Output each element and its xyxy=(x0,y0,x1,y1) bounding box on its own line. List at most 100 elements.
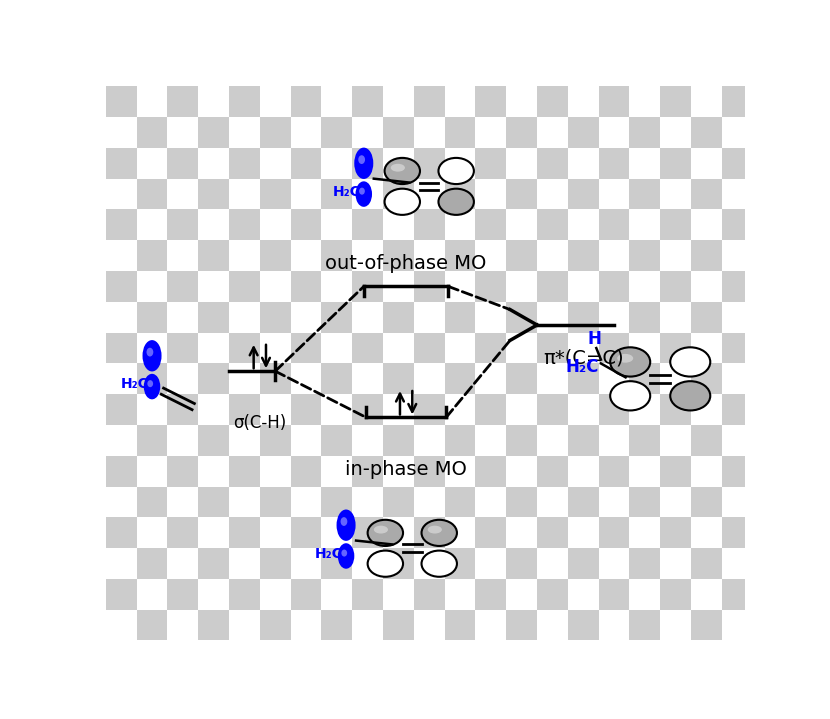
Bar xyxy=(260,302,290,333)
Bar xyxy=(137,610,168,641)
Bar xyxy=(321,518,352,549)
Bar xyxy=(414,333,445,364)
Bar xyxy=(691,549,722,579)
Bar xyxy=(106,518,137,549)
Bar xyxy=(445,549,476,579)
Bar xyxy=(383,117,414,148)
Bar xyxy=(137,271,168,302)
Text: out-of-phase MO: out-of-phase MO xyxy=(325,254,487,273)
Bar xyxy=(445,579,476,610)
Ellipse shape xyxy=(148,380,153,387)
Bar xyxy=(660,209,691,240)
Bar xyxy=(506,487,537,518)
Bar xyxy=(445,302,476,333)
Bar xyxy=(383,209,414,240)
Bar xyxy=(537,148,568,179)
Ellipse shape xyxy=(438,188,474,215)
Bar xyxy=(168,425,198,456)
Bar xyxy=(691,209,722,240)
Bar xyxy=(414,240,445,271)
Bar xyxy=(137,394,168,425)
Bar xyxy=(137,549,168,579)
Bar xyxy=(229,610,260,641)
Bar xyxy=(629,86,660,117)
Bar xyxy=(168,179,198,209)
Ellipse shape xyxy=(427,526,442,533)
Bar xyxy=(383,549,414,579)
Bar xyxy=(352,333,383,364)
Ellipse shape xyxy=(339,544,354,568)
Bar xyxy=(106,394,137,425)
Bar xyxy=(106,271,137,302)
Bar xyxy=(229,117,260,148)
Bar xyxy=(691,148,722,179)
Bar xyxy=(476,240,506,271)
Bar xyxy=(445,209,476,240)
Bar xyxy=(445,86,476,117)
Bar xyxy=(476,549,506,579)
Bar xyxy=(290,579,321,610)
Bar xyxy=(229,579,260,610)
Bar xyxy=(629,271,660,302)
Bar xyxy=(352,579,383,610)
Bar xyxy=(568,549,598,579)
Bar xyxy=(168,271,198,302)
Bar xyxy=(722,487,753,518)
Bar xyxy=(137,518,168,549)
Ellipse shape xyxy=(359,188,365,195)
Bar xyxy=(506,148,537,179)
Bar xyxy=(722,209,753,240)
Bar xyxy=(137,425,168,456)
Bar xyxy=(445,117,476,148)
Bar xyxy=(506,518,537,549)
Bar xyxy=(260,179,290,209)
Bar xyxy=(352,487,383,518)
Bar xyxy=(137,302,168,333)
Bar xyxy=(198,302,229,333)
Text: H₂C: H₂C xyxy=(565,358,598,376)
Bar xyxy=(290,86,321,117)
Bar xyxy=(229,179,260,209)
Bar xyxy=(506,549,537,579)
Ellipse shape xyxy=(374,526,388,533)
Bar xyxy=(598,579,629,610)
Bar xyxy=(660,394,691,425)
Bar xyxy=(445,364,476,394)
Ellipse shape xyxy=(618,354,633,362)
Ellipse shape xyxy=(391,164,405,172)
Bar xyxy=(229,518,260,549)
Bar xyxy=(198,148,229,179)
Ellipse shape xyxy=(384,158,420,184)
Bar xyxy=(660,302,691,333)
Bar xyxy=(106,364,137,394)
Bar xyxy=(198,209,229,240)
Bar xyxy=(229,456,260,487)
Bar xyxy=(476,86,506,117)
Bar xyxy=(691,364,722,394)
Bar xyxy=(260,86,290,117)
Bar xyxy=(290,148,321,179)
Bar xyxy=(598,456,629,487)
Bar xyxy=(229,333,260,364)
Bar xyxy=(537,518,568,549)
Bar xyxy=(106,549,137,579)
Bar xyxy=(137,179,168,209)
Bar xyxy=(198,86,229,117)
Bar xyxy=(106,333,137,364)
Bar xyxy=(568,148,598,179)
Ellipse shape xyxy=(340,517,347,526)
Bar xyxy=(198,610,229,641)
Bar xyxy=(568,487,598,518)
Bar xyxy=(383,518,414,549)
Bar xyxy=(383,425,414,456)
Bar xyxy=(660,487,691,518)
Bar xyxy=(598,302,629,333)
Ellipse shape xyxy=(357,183,371,206)
Bar xyxy=(476,333,506,364)
Bar xyxy=(260,148,290,179)
Bar xyxy=(722,518,753,549)
Bar xyxy=(629,394,660,425)
Bar xyxy=(568,271,598,302)
Bar xyxy=(198,364,229,394)
Bar xyxy=(106,209,137,240)
